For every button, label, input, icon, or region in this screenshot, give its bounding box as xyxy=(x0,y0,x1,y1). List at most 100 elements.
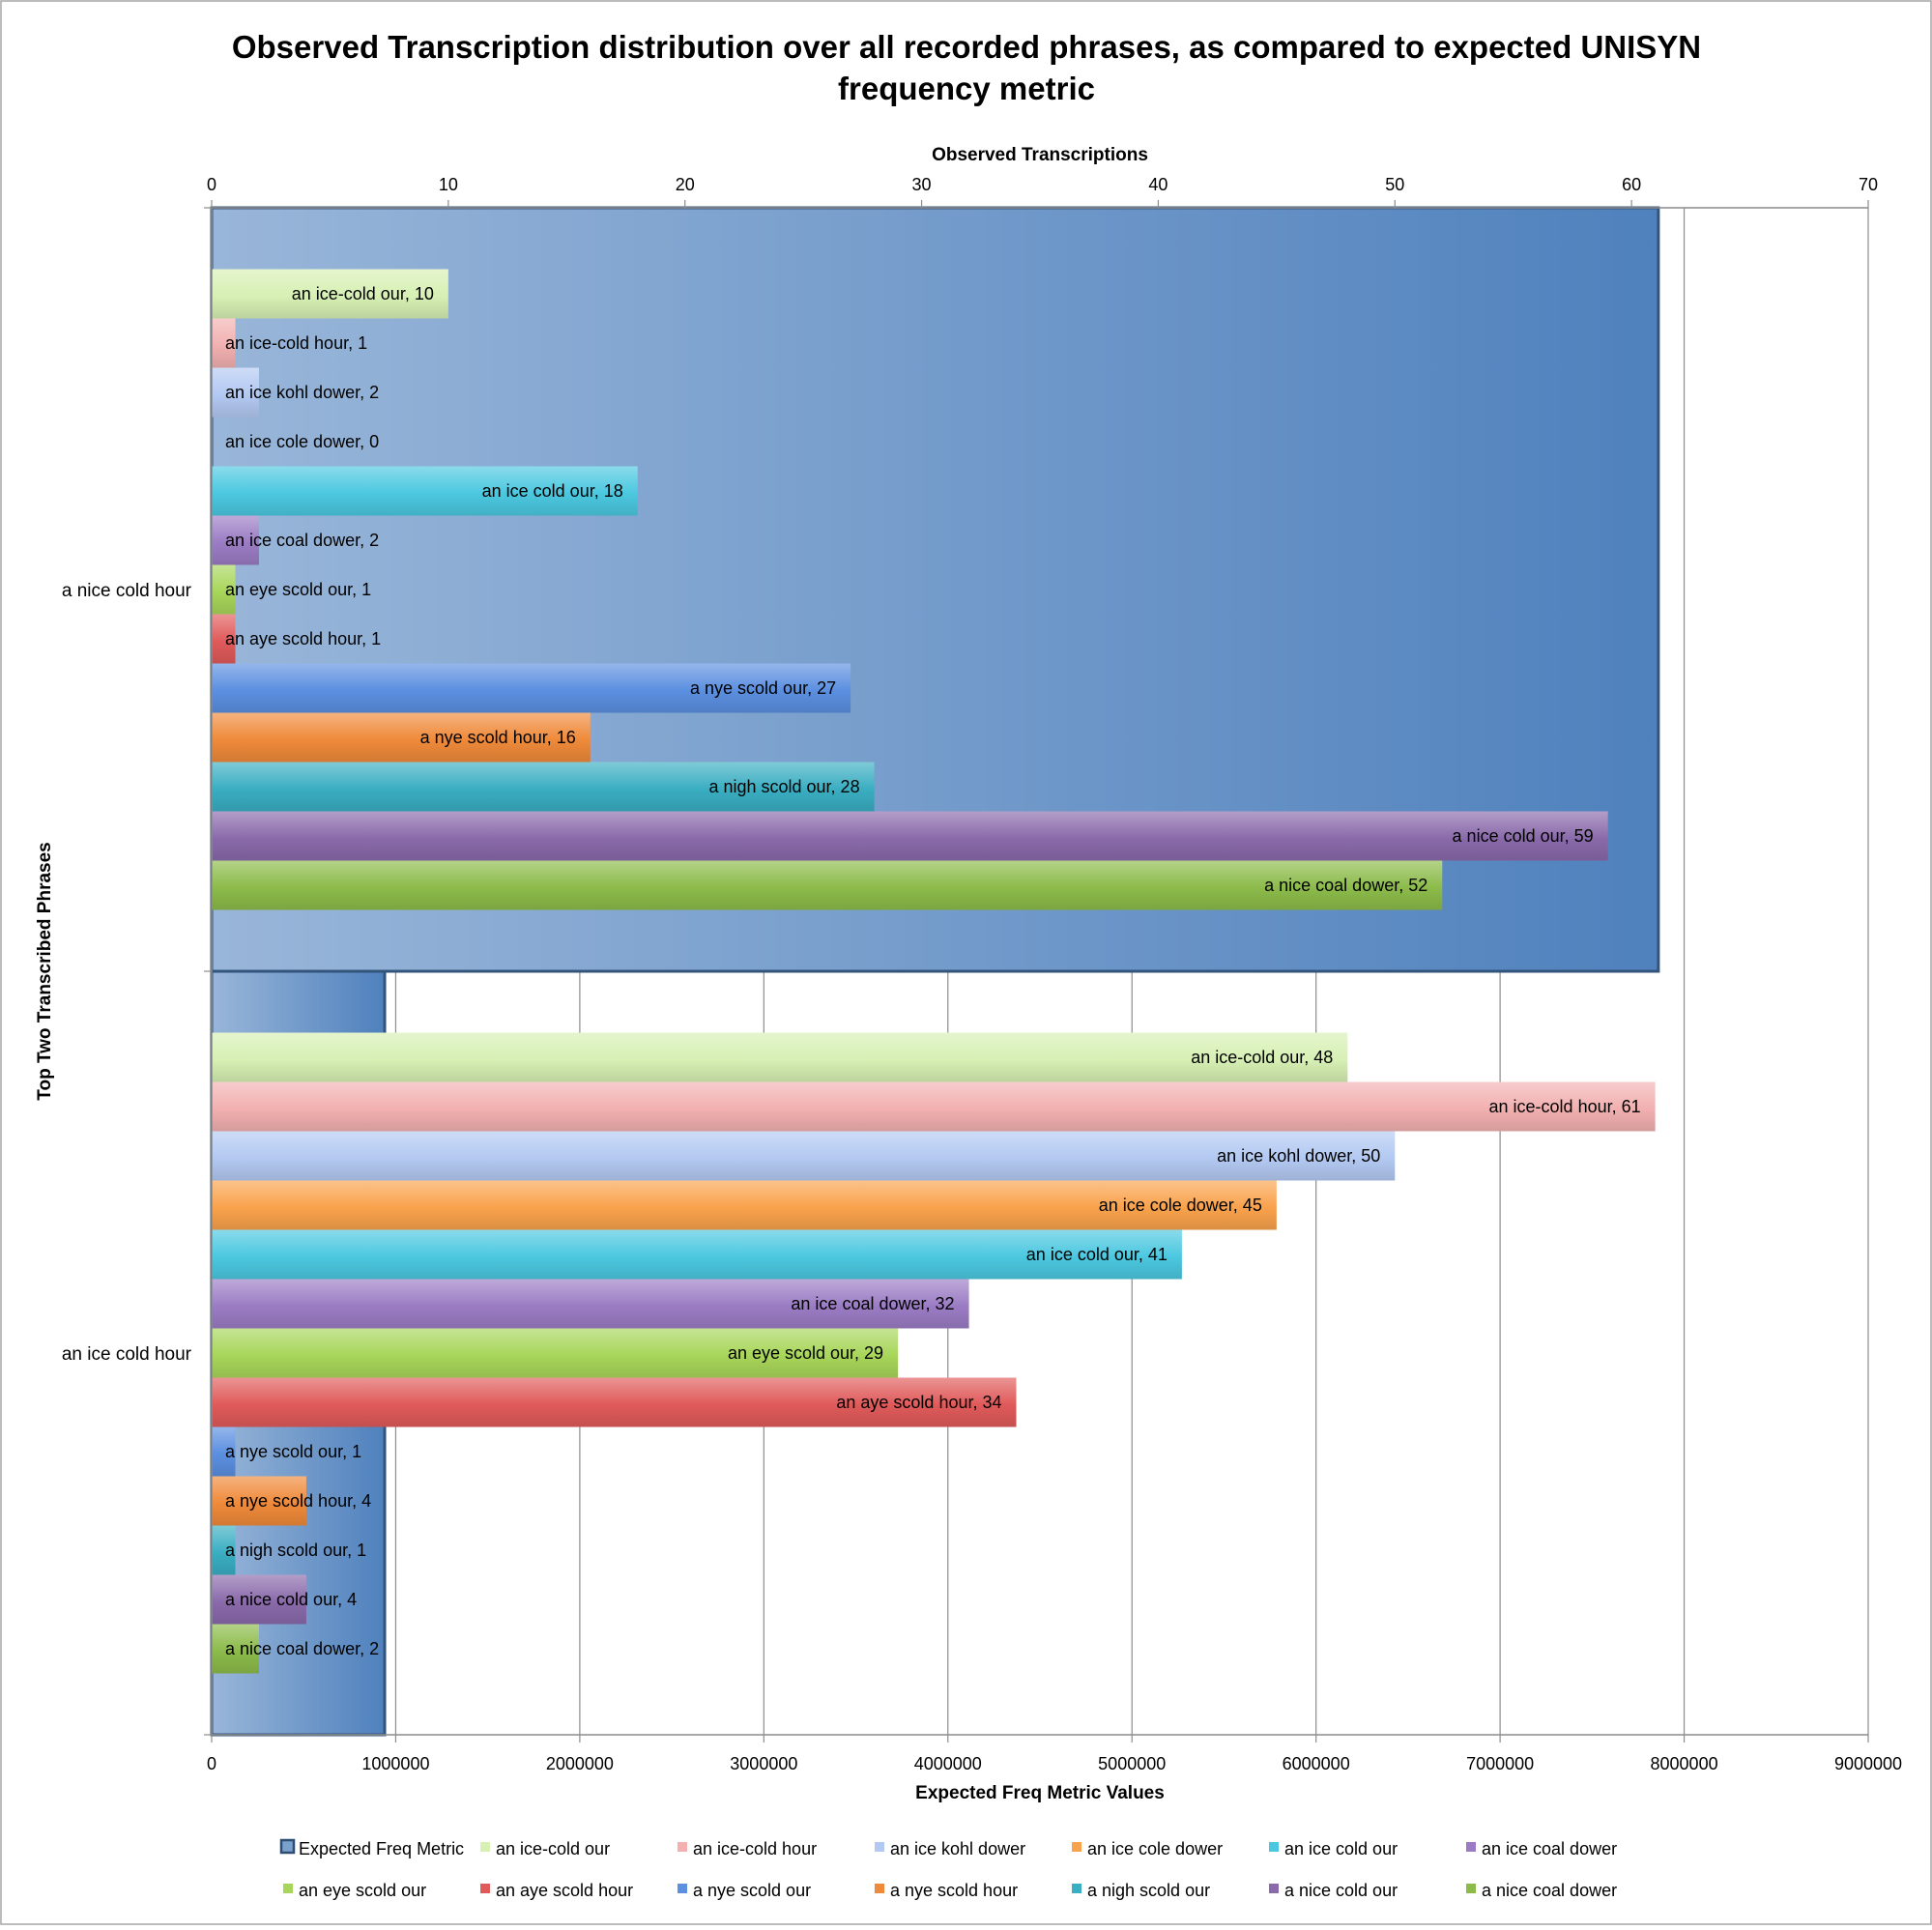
bar-an-ice-cold-hour-a-nice-coal-dower xyxy=(212,1624,259,1674)
legend-swatch xyxy=(1072,1842,1081,1852)
bar-an-ice-cold-hour-a-nice-cold-our xyxy=(212,1574,306,1625)
data-label: an aye scold hour, 34 xyxy=(836,1393,1001,1412)
bottom-tick-label: 8000000 xyxy=(1651,1754,1718,1773)
legend-swatch xyxy=(875,1842,884,1852)
legend-swatch xyxy=(279,1838,296,1855)
bar-an-ice-cold-hour-an-ice-coal-dower xyxy=(212,1279,969,1329)
bottom-tick-label: 9000000 xyxy=(1834,1754,1902,1773)
legend-swatch xyxy=(1269,1884,1279,1893)
data-label: an ice-cold our, 10 xyxy=(292,284,434,303)
data-label: an ice-cold hour, 1 xyxy=(225,333,367,353)
legend-label: a nice cold our xyxy=(1284,1881,1398,1900)
data-label: a nigh scold our, 1 xyxy=(225,1541,366,1560)
legend-label: an ice kohl dower xyxy=(890,1839,1025,1858)
legend-label: a nice coal dower xyxy=(1482,1881,1617,1900)
bottom-tick-label: 5000000 xyxy=(1098,1754,1166,1773)
legend-label: an ice cole dower xyxy=(1087,1839,1223,1858)
data-label: an ice cole dower, 45 xyxy=(1099,1195,1262,1215)
data-label: an ice coal dower, 2 xyxy=(225,531,379,550)
data-label: an ice-cold our, 48 xyxy=(1191,1048,1333,1067)
bar-a-nice-cold-hour-a-nice-coal-dower xyxy=(212,860,1443,910)
data-label: a nye scold our, 1 xyxy=(225,1442,361,1461)
bottom-tick-label: 7000000 xyxy=(1466,1754,1534,1773)
top-axis-title: Observed Transcriptions xyxy=(932,145,1148,165)
chart-title: Observed Transcription distribution over… xyxy=(232,29,1701,106)
legend-label: an ice cold our xyxy=(1284,1839,1398,1858)
top-tick-label: 40 xyxy=(1148,175,1168,194)
legend-swatch xyxy=(1466,1842,1476,1852)
legend: Expected Freq Metric an ice-cold our an ic… xyxy=(279,1838,1617,1900)
legend-swatch xyxy=(480,1842,490,1852)
bottom-tick-label: 2000000 xyxy=(546,1754,614,1773)
legend-swatch xyxy=(678,1884,687,1893)
data-label: a nye scold hour, 16 xyxy=(420,728,576,747)
bar-a-nice-cold-hour-an-ice-kohl-dower xyxy=(212,367,259,418)
bar-a-nice-cold-hour-a-nye-scold-hour xyxy=(212,712,591,763)
bottom-tick-label: 4000000 xyxy=(914,1754,982,1773)
legend-label: an ice-cold our xyxy=(496,1839,610,1858)
top-tick-label: 50 xyxy=(1385,175,1404,194)
bar-an-ice-cold-hour-an-ice-cold-our xyxy=(212,1032,1348,1082)
bar-an-ice-cold-hour-a-nye-scold-our xyxy=(212,1426,236,1477)
data-label: an ice-cold hour, 61 xyxy=(1489,1097,1641,1116)
bar-a-nice-cold-hour-an-eye-scold-our xyxy=(212,564,236,615)
bar-an-ice-cold-hour-an-aye-scold-hour xyxy=(212,1377,1017,1427)
data-label: a nigh scold our, 28 xyxy=(708,777,859,796)
chart-title-line: Observed Transcription distribution over… xyxy=(232,29,1701,65)
legend-swatch xyxy=(678,1842,687,1852)
legend-label: a nye scold our xyxy=(693,1881,811,1900)
data-label: an aye scold hour, 1 xyxy=(225,629,381,648)
bar-an-ice-cold-hour-an-eye-scold-our xyxy=(212,1328,899,1378)
bar-an-ice-cold-hour-an-ice-kohl-dower xyxy=(212,1131,1396,1181)
data-label: an ice kohl dower, 2 xyxy=(225,383,379,402)
data-label: a nice coal dower, 2 xyxy=(225,1639,379,1658)
legend-label: an ice-cold hour xyxy=(693,1839,817,1858)
category-label: a nice cold hour xyxy=(62,581,192,601)
bar-a-nice-cold-hour-a-nice-cold-our xyxy=(212,811,1608,861)
legend-swatch xyxy=(1466,1884,1476,1893)
data-label: a nye scold hour, 4 xyxy=(225,1491,371,1511)
data-label: a nice cold our, 4 xyxy=(225,1590,357,1609)
bottom-tick-label: 3000000 xyxy=(730,1754,797,1773)
bar-a-nice-cold-hour-an-ice-cold-hour xyxy=(212,318,236,368)
category-label: an ice cold hour xyxy=(62,1344,192,1365)
bar-a-nice-cold-hour-an-ice-cold-our xyxy=(212,269,448,319)
chart-title-line: frequency metric xyxy=(838,71,1095,106)
data-label: an eye scold our, 29 xyxy=(728,1343,883,1363)
y-axis-title: Top Two Transcribed Phrases xyxy=(35,842,55,1100)
axes: 0 10 20 30 40 50 60 70 Observed Transcriptions 0 1… xyxy=(35,145,1902,1803)
data-label: a nye scold our, 27 xyxy=(690,678,836,698)
bar-a-nice-cold-hour-a-nigh-scold-our xyxy=(212,762,875,812)
legend-label: a nye scold hour xyxy=(890,1881,1018,1900)
legend-swatch xyxy=(480,1884,490,1893)
data-label: an ice cole dower, 0 xyxy=(225,432,379,451)
legend-swatch xyxy=(1072,1884,1081,1893)
bottom-axis-title: Expected Freq Metric Values xyxy=(915,1783,1165,1803)
bar-an-ice-cold-hour-an-ice-cold-our xyxy=(212,1229,1182,1280)
legend-swatch xyxy=(283,1884,293,1893)
legend-label: Expected Freq Metric xyxy=(299,1839,464,1858)
bar-an-ice-cold-hour-an-ice-cold-hour xyxy=(212,1081,1656,1132)
bar-an-ice-cold-hour-an-ice-cole-dower xyxy=(212,1180,1277,1230)
bar-an-ice-cold-hour-a-nigh-scold-our xyxy=(212,1525,236,1575)
bar-a-nice-cold-hour-an-ice-cold-our xyxy=(212,466,638,516)
bottom-tick-label: 0 xyxy=(207,1754,216,1773)
bar-an-ice-cold-hour-a-nye-scold-hour xyxy=(212,1476,306,1526)
top-tick-label: 10 xyxy=(439,175,458,194)
data-label: an ice coal dower, 32 xyxy=(791,1294,954,1313)
legend-label: an ice coal dower xyxy=(1482,1839,1617,1858)
bottom-tick-label: 6000000 xyxy=(1283,1754,1350,1773)
data-label: an ice kohl dower, 50 xyxy=(1217,1146,1380,1166)
legend-label: an aye scold hour xyxy=(496,1881,633,1900)
top-tick-label: 30 xyxy=(912,175,932,194)
bar-a-nice-cold-hour-an-aye-scold-hour xyxy=(212,614,236,664)
data-labels: an ice-cold our, 10 an ice-cold hour, 1 an… xyxy=(225,284,1641,1658)
data-label: an ice cold our, 41 xyxy=(1026,1245,1168,1264)
bar-a-nice-cold-hour-an-ice-coal-dower xyxy=(212,515,259,565)
top-tick-label: 70 xyxy=(1859,175,1878,194)
legend-swatch xyxy=(1269,1842,1279,1852)
top-tick-label: 60 xyxy=(1622,175,1641,194)
legend-label: an eye scold our xyxy=(299,1881,426,1900)
